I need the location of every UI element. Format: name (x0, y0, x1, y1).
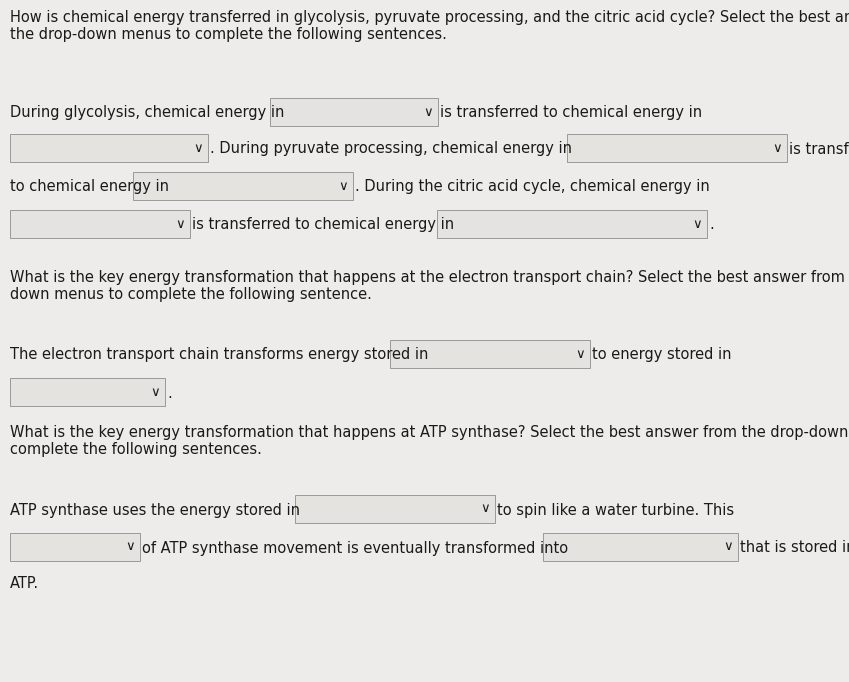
FancyBboxPatch shape (10, 134, 208, 162)
Text: to spin like a water turbine. This: to spin like a water turbine. This (497, 503, 734, 518)
Text: .: . (167, 385, 171, 400)
FancyBboxPatch shape (390, 340, 590, 368)
Text: .: . (709, 218, 714, 233)
Text: During glycolysis, chemical energy in: During glycolysis, chemical energy in (10, 106, 284, 121)
FancyBboxPatch shape (437, 210, 707, 238)
Text: ∨: ∨ (150, 385, 160, 398)
Text: How is chemical energy transferred in glycolysis, pyruvate processing, and the c: How is chemical energy transferred in gl… (10, 10, 849, 42)
Text: is transferred: is transferred (789, 141, 849, 156)
Text: What is the key energy transformation that happens at ATP synthase? Select the b: What is the key energy transformation th… (10, 425, 849, 458)
Text: to chemical energy in: to chemical energy in (10, 179, 169, 194)
FancyBboxPatch shape (133, 172, 353, 200)
Text: that is stored in: that is stored in (740, 541, 849, 556)
Text: of ATP synthase movement is eventually transformed into: of ATP synthase movement is eventually t… (142, 541, 568, 556)
Text: . During the citric acid cycle, chemical energy in: . During the citric acid cycle, chemical… (355, 179, 710, 194)
Text: ∨: ∨ (125, 541, 135, 554)
Text: The electron transport chain transforms energy stored in: The electron transport chain transforms … (10, 348, 429, 363)
Text: ∨: ∨ (423, 106, 433, 119)
Text: ∨: ∨ (480, 503, 490, 516)
FancyBboxPatch shape (270, 98, 438, 126)
Text: is transferred to chemical energy in: is transferred to chemical energy in (440, 106, 702, 121)
FancyBboxPatch shape (567, 134, 787, 162)
FancyBboxPatch shape (10, 533, 140, 561)
Text: ∨: ∨ (338, 179, 348, 192)
FancyBboxPatch shape (543, 533, 738, 561)
Text: to energy stored in: to energy stored in (592, 348, 732, 363)
Text: ∨: ∨ (723, 541, 733, 554)
Text: ATP.: ATP. (10, 576, 39, 591)
Text: . During pyruvate processing, chemical energy in: . During pyruvate processing, chemical e… (210, 141, 572, 156)
Text: ∨: ∨ (692, 218, 701, 231)
Text: ∨: ∨ (193, 141, 203, 155)
FancyBboxPatch shape (10, 378, 165, 406)
Text: ∨: ∨ (575, 348, 585, 361)
FancyBboxPatch shape (295, 495, 495, 523)
Text: ∨: ∨ (772, 141, 782, 155)
Text: ∨: ∨ (175, 218, 185, 231)
Text: What is the key energy transformation that happens at the electron transport cha: What is the key energy transformation th… (10, 270, 849, 302)
Text: is transferred to chemical energy in: is transferred to chemical energy in (192, 218, 454, 233)
FancyBboxPatch shape (10, 210, 190, 238)
Text: ATP synthase uses the energy stored in: ATP synthase uses the energy stored in (10, 503, 300, 518)
